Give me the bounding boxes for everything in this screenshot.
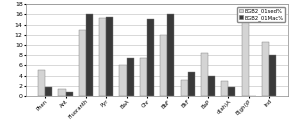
Bar: [262, 42, 269, 96]
Bar: [228, 87, 235, 96]
Bar: [269, 55, 276, 96]
Bar: [127, 58, 134, 96]
Bar: [58, 89, 65, 96]
Bar: [120, 65, 127, 96]
Bar: [160, 35, 167, 96]
Bar: [45, 87, 52, 96]
Bar: [242, 14, 249, 96]
Bar: [221, 81, 228, 96]
Bar: [106, 17, 113, 96]
Bar: [99, 18, 106, 96]
Bar: [86, 14, 93, 96]
Bar: [188, 72, 195, 96]
Legend: EGB2_01sed%, EGB2_01Mac%: EGB2_01sed%, EGB2_01Mac%: [237, 7, 285, 22]
Bar: [180, 80, 188, 96]
Bar: [167, 14, 174, 96]
Bar: [38, 70, 45, 96]
Bar: [208, 75, 215, 96]
Bar: [201, 53, 208, 96]
Bar: [140, 58, 147, 96]
Bar: [79, 30, 86, 96]
Bar: [65, 92, 73, 96]
Bar: [147, 19, 154, 96]
